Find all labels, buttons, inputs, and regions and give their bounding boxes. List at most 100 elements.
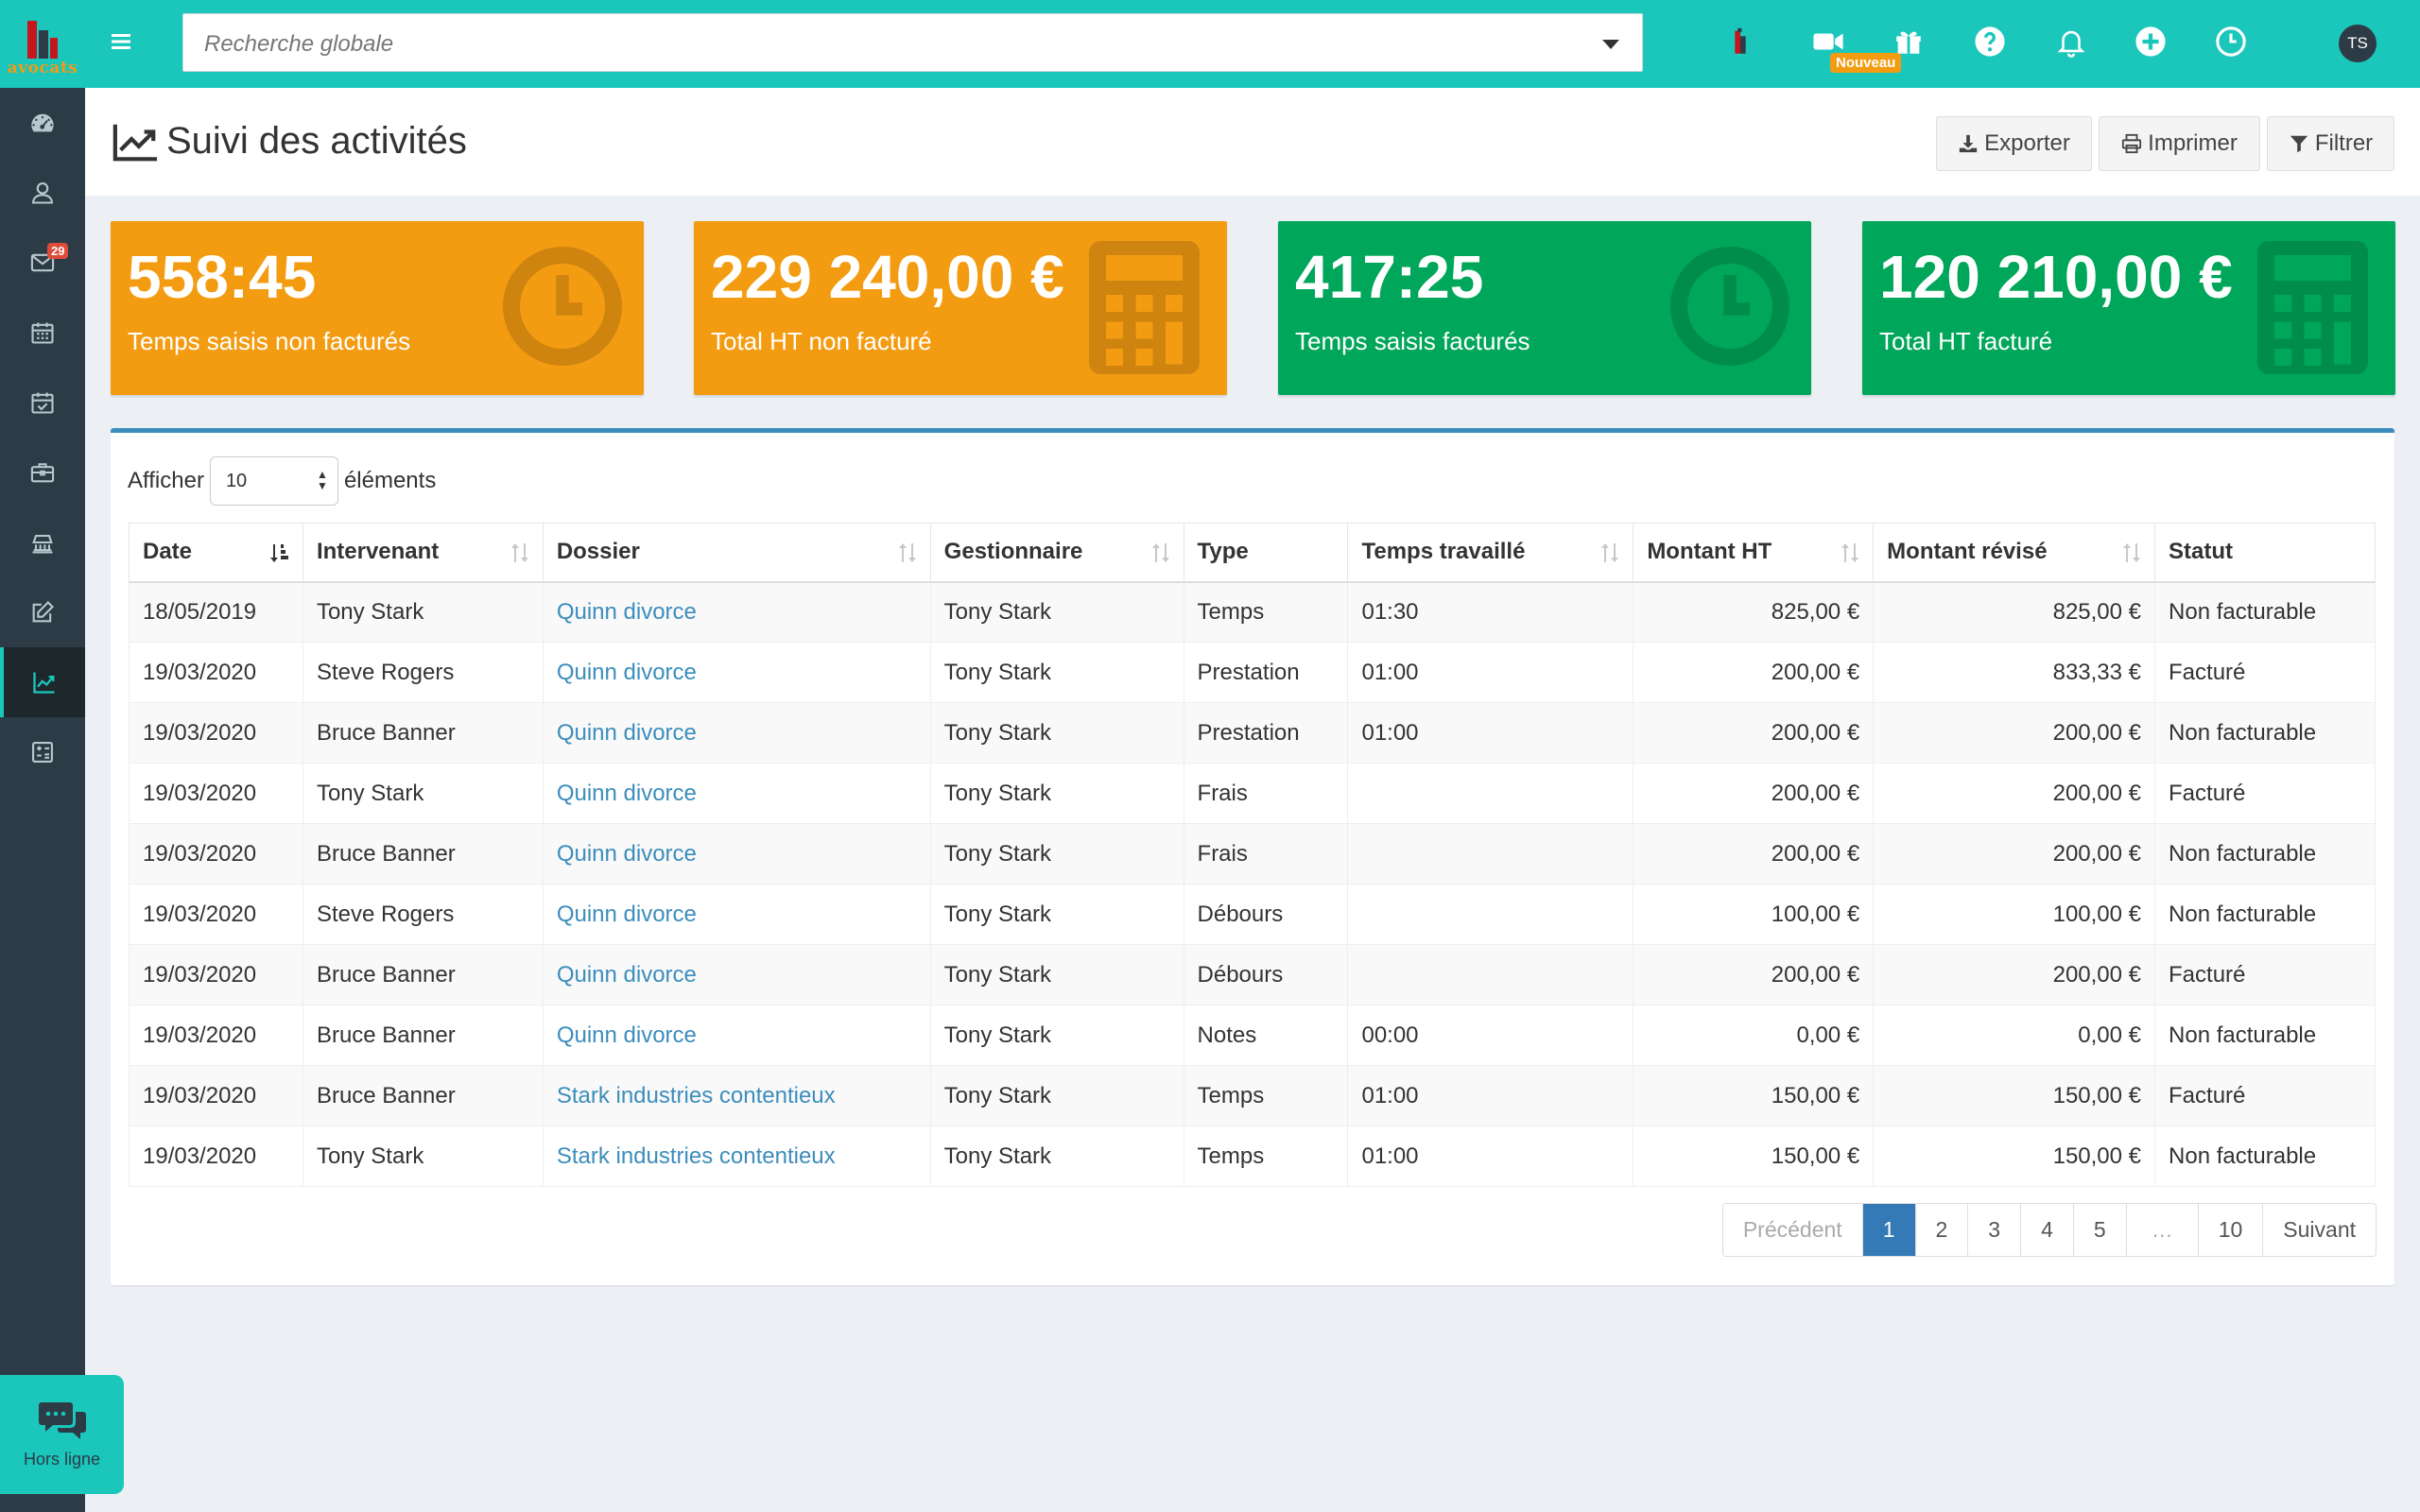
chevron-down-icon[interactable] <box>1602 40 1619 49</box>
dossier-link[interactable]: Quinn divorce <box>556 961 697 988</box>
col-header-montant-ht[interactable]: Montant HT <box>1633 523 1875 583</box>
avatar[interactable]: TS <box>2339 25 2377 62</box>
table-cell: 19/03/2020 <box>129 763 303 824</box>
add-button[interactable] <box>2134 25 2168 59</box>
table-row[interactable]: 19/03/2020 Bruce Banner Quinn divorce Tony … <box>129 944 2376 1005</box>
col-header-gestionnaire[interactable]: Gestionnaire <box>929 523 1184 583</box>
table-row[interactable]: 19/03/2020 Steve Rogers Quinn divorce Tony … <box>129 884 2376 945</box>
dossier-link[interactable]: Quinn divorce <box>556 840 697 867</box>
stat-card-billed-time[interactable]: 417:25 Temps saisis facturés <box>1278 221 1811 395</box>
sidebar-item-tasks[interactable] <box>0 368 85 438</box>
sidebar-item-messages[interactable]: 29 <box>0 228 85 298</box>
table-cell: Débours <box>1183 884 1349 945</box>
sidebar-item-courts[interactable] <box>0 507 85 577</box>
pagination-page-3[interactable]: 3 <box>1968 1204 2022 1256</box>
table-cell: 01:00 <box>1347 702 1634 764</box>
sidebar-item-edit[interactable] <box>0 577 85 647</box>
dossier-link[interactable]: Quinn divorce <box>556 901 697 927</box>
table-row[interactable]: 19/03/2020 Bruce Banner Stark industries c… <box>129 1065 2376 1126</box>
clock-icon <box>2216 26 2246 57</box>
print-button[interactable]: Imprimer <box>2099 116 2260 171</box>
table-cell: Facturé <box>2154 642 2376 703</box>
global-search[interactable]: Recherche globale <box>182 13 1643 72</box>
table-row[interactable]: 19/03/2020 Bruce Banner Quinn divorce Tony … <box>129 823 2376 885</box>
col-header-date[interactable]: Date <box>129 523 303 583</box>
sidebar-item-calendar[interactable] <box>0 298 85 368</box>
sidebar-item-contacts[interactable] <box>0 158 85 228</box>
calculator-icon <box>1089 241 1200 374</box>
chat-bubbles-icon <box>38 1401 86 1439</box>
filter-button[interactable]: Filtrer <box>2267 116 2394 171</box>
col-header-intervenant[interactable]: Intervenant <box>302 523 544 583</box>
page-length-select[interactable]: 10 ▲ ▼ <box>209 456 338 506</box>
table-row[interactable]: 19/03/2020 Bruce Banner Quinn divorce Tony … <box>129 702 2376 764</box>
sidebar-item-dossiers[interactable] <box>0 438 85 507</box>
table-row[interactable]: 18/05/2019 Tony Stark Quinn divorce Tony St… <box>129 581 2376 643</box>
table-cell: Débours <box>1183 944 1349 1005</box>
stat-card-billed-amount[interactable]: 120 210,00 € Total HT facturé <box>1862 221 2395 395</box>
sidebar-item-billing[interactable] <box>0 717 85 787</box>
col-header-montant-revise[interactable]: Montant révisé <box>1873 523 2156 583</box>
timer-button[interactable] <box>2214 25 2248 59</box>
table-row[interactable]: 19/03/2020 Bruce Banner Quinn divorce Tony … <box>129 1005 2376 1066</box>
chat-status: Hors ligne <box>23 1449 101 1469</box>
chat-widget[interactable]: Hors ligne <box>0 1375 124 1494</box>
pagination-page-5[interactable]: 5 <box>2073 1204 2127 1256</box>
pagination-next[interactable]: Suivant <box>2263 1204 2376 1256</box>
table-cell: 100,00 € <box>1633 884 1875 945</box>
table-cell: Non facturable <box>2154 884 2376 945</box>
contacts-icon <box>32 182 53 204</box>
dossier-link[interactable]: Quinn divorce <box>556 719 697 746</box>
gift-button[interactable] <box>1892 25 1926 59</box>
export-button[interactable]: Exporter <box>1936 116 2092 171</box>
pagination-page-1[interactable]: 1 <box>1862 1204 1916 1256</box>
stat-card-unbilled-time[interactable]: 558:45 Temps saisis non facturés <box>111 221 644 395</box>
table-cell: Tony Stark <box>929 823 1184 885</box>
activities-table: Date Intervenant Dossier Gestionnaire Ty… <box>129 523 2376 1187</box>
table-row[interactable]: 19/03/2020 Tony Stark Quinn divorce Tony St… <box>129 763 2376 824</box>
dossier-link[interactable]: Quinn divorce <box>556 1022 697 1048</box>
table-row[interactable]: 19/03/2020 Steve Rogers Quinn divorce Tony … <box>129 642 2376 703</box>
table-cell: 200,00 € <box>1633 763 1875 824</box>
menu-toggle[interactable] <box>110 30 132 53</box>
dossier-link[interactable]: Quinn divorce <box>556 659 697 685</box>
table-row[interactable]: 19/03/2020 Tony Stark Stark industries con… <box>129 1125 2376 1187</box>
sidebar-item-activities[interactable] <box>0 647 85 717</box>
help-button[interactable] <box>1973 25 2007 59</box>
table-cell: Bruce Banner <box>302 944 544 1005</box>
video-button[interactable] <box>1811 25 1845 59</box>
dossier-link[interactable]: Quinn divorce <box>556 598 697 625</box>
table-cell: 200,00 € <box>1873 702 2156 764</box>
notifications-button[interactable] <box>2054 25 2088 59</box>
table-cell: Tony Stark <box>929 884 1184 945</box>
sidebar-item-dashboard[interactable] <box>0 88 85 158</box>
table-cell: Quinn divorce <box>542 823 931 885</box>
table-header-row: Date Intervenant Dossier Gestionnaire Ty… <box>129 523 2376 583</box>
col-header-dossier[interactable]: Dossier <box>542 523 931 583</box>
table-cell: Bruce Banner <box>302 823 544 885</box>
calculator-icon <box>32 742 53 763</box>
table-cell: Quinn divorce <box>542 944 931 1005</box>
table-cell: Tony Stark <box>929 1125 1184 1187</box>
table-cell: Non facturable <box>2154 581 2376 643</box>
app-logo[interactable]: avocats <box>0 0 85 88</box>
dossier-link[interactable]: Stark industries contentieux <box>556 1082 836 1108</box>
dossier-link[interactable]: Quinn divorce <box>556 780 697 806</box>
col-header-temps[interactable]: Temps travaillé <box>1347 523 1634 583</box>
bell-icon <box>2057 30 2085 58</box>
table-cell: 200,00 € <box>1633 702 1875 764</box>
pagination-page-4[interactable]: 4 <box>2021 1204 2074 1256</box>
dossier-link[interactable]: Stark industries contentieux <box>556 1143 836 1169</box>
edit-icon <box>32 601 54 623</box>
table-cell: Tony Stark <box>929 763 1184 824</box>
stat-card-unbilled-amount[interactable]: 229 240,00 € Total HT non facturé <box>694 221 1227 395</box>
pagination-page-2[interactable]: 2 <box>1915 1204 1969 1256</box>
table-cell: Quinn divorce <box>542 702 931 764</box>
pagination-previous[interactable]: Précédent <box>1722 1204 1863 1256</box>
logo-button[interactable] <box>1723 25 1757 59</box>
table-cell: Tony Stark <box>929 642 1184 703</box>
table-cell: Tony Stark <box>929 581 1184 643</box>
calculator-icon <box>2257 241 2368 374</box>
pagination-page-10[interactable]: 10 <box>2198 1204 2264 1256</box>
table-cell: Bruce Banner <box>302 1005 544 1066</box>
